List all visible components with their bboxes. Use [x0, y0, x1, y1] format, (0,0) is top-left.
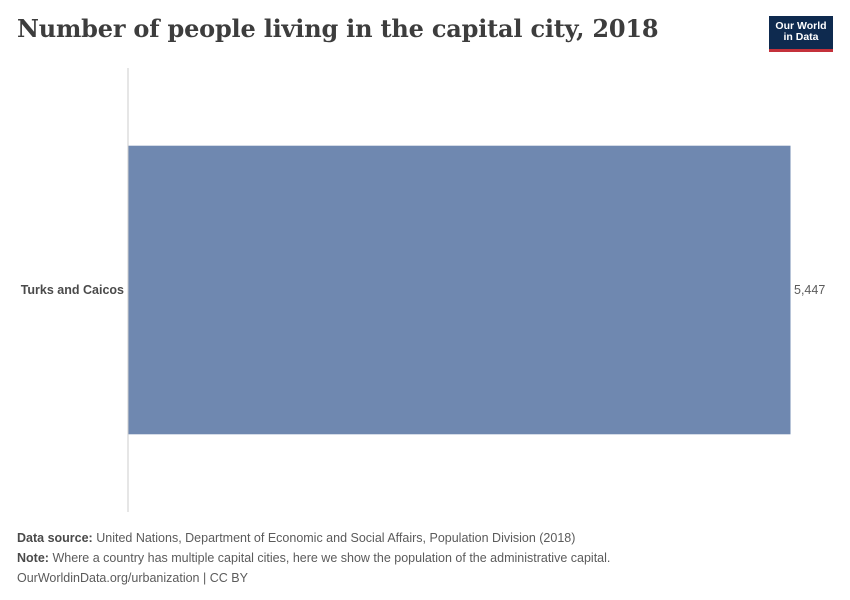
category-label: Turks and Caicos [21, 283, 124, 297]
value-label: 5,447 [794, 283, 825, 297]
link-line: OurWorldinData.org/urbanization | CC BY [17, 568, 610, 588]
note-line: Note: Where a country has multiple capit… [17, 548, 610, 568]
note-label: Note: [17, 551, 49, 565]
logo-line-2: in Data [783, 31, 819, 43]
bar-turks-and-caicos[interactable] [128, 145, 791, 435]
chart-title: Number of people living in the capital c… [17, 14, 659, 43]
logo-line-1: Our World [775, 20, 827, 32]
note-text: Where a country has multiple capital cit… [52, 551, 611, 565]
owid-logo[interactable]: Our World in Data [769, 16, 833, 52]
chart-footer: Data source: United Nations, Department … [17, 528, 610, 588]
data-source-label: Data source: [17, 531, 93, 545]
data-source-text: United Nations, Department of Economic a… [96, 531, 576, 545]
license-text: | CC BY [203, 571, 248, 585]
data-source-line: Data source: United Nations, Department … [17, 528, 610, 548]
source-link[interactable]: OurWorldinData.org/urbanization [17, 571, 200, 585]
